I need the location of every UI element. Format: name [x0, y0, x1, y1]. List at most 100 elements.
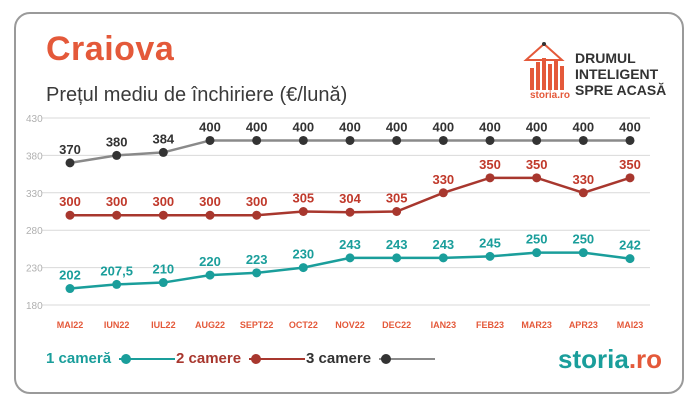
data-label: 400: [292, 119, 314, 134]
data-label: 245: [479, 235, 501, 250]
x-tick-label: IUN22: [104, 320, 130, 330]
data-label: 207,5: [100, 263, 133, 278]
chart-card: [14, 12, 684, 394]
data-label: 300: [246, 194, 268, 209]
chart-title: Craiova: [46, 30, 175, 68]
brand-tagline: DRUMUL INTELIGENT SPRE ACASĂ: [575, 50, 666, 98]
data-point: [158, 210, 168, 220]
data-point: [532, 248, 542, 258]
x-tick-label: MAI22: [57, 320, 84, 330]
y-tick-label: 330: [26, 189, 43, 200]
data-point: [252, 210, 262, 220]
data-label: 370: [59, 142, 81, 157]
x-tick-label: OCT22: [289, 320, 318, 330]
data-label: 210: [152, 262, 174, 277]
data-point: [298, 135, 308, 145]
data-label: 400: [432, 119, 454, 134]
data-label: 384: [152, 131, 174, 146]
data-point: [625, 173, 635, 183]
y-tick-label: 380: [26, 151, 43, 162]
data-label: 350: [619, 157, 641, 172]
data-label: 304: [339, 191, 361, 206]
x-tick-label: AUG22: [195, 320, 225, 330]
x-tick-label: SEPT22: [240, 320, 274, 330]
data-label: 242: [619, 238, 641, 253]
storia-footer-logo: storia.ro: [558, 344, 662, 375]
data-label: 223: [246, 252, 268, 267]
y-tick-label: 180: [26, 301, 43, 312]
data-point: [392, 135, 402, 145]
data-point: [298, 207, 308, 216]
data-label: 330: [572, 172, 594, 187]
data-label: 300: [152, 194, 174, 209]
chart-subtitle: Prețul mediu de închiriere (€/lună): [46, 84, 348, 106]
data-label: 230: [292, 247, 314, 262]
data-point: [345, 253, 355, 263]
legend-item-2-camere: 2 camere: [176, 350, 306, 367]
x-tick-label: MAI23: [617, 320, 644, 330]
brand-small-logo: storia.ro: [530, 90, 571, 101]
legend-label-2-camere: 2 camere: [176, 350, 242, 367]
data-point: [252, 268, 262, 278]
data-point: [578, 188, 588, 198]
data-point: [438, 188, 448, 198]
data-point: [578, 248, 588, 258]
data-label: 400: [339, 119, 361, 134]
y-tick-label: 280: [26, 226, 43, 237]
data-label: 202: [59, 268, 81, 283]
data-point: [65, 210, 75, 220]
data-point: [65, 158, 75, 168]
footer-logo-main: storia: [558, 344, 629, 374]
data-label: 300: [59, 194, 81, 209]
data-point: [112, 279, 122, 289]
data-label: 400: [526, 119, 548, 134]
data-label: 400: [619, 119, 641, 134]
data-point: [625, 135, 635, 145]
data-point: [392, 253, 402, 263]
data-label: 400: [199, 119, 221, 134]
x-tick-label: MAR23: [521, 320, 552, 330]
data-point: [532, 173, 542, 183]
data-label: 400: [479, 119, 501, 134]
footer-logo-ext: .ro: [628, 344, 663, 374]
data-point: [438, 253, 448, 263]
data-label: 305: [292, 191, 314, 206]
legend-label-3-camere: 3 camere: [306, 350, 372, 367]
legend-dot-icon: [381, 353, 392, 364]
data-point: [532, 135, 542, 145]
data-label: 350: [526, 157, 548, 172]
brand-tagline-line2: INTELIGENT: [575, 66, 659, 82]
data-point: [345, 135, 355, 145]
data-point: [65, 284, 75, 294]
legend-line-3-camere: [379, 353, 436, 364]
data-label: 330: [432, 172, 454, 187]
legend-item-1-camera: 1 cameră: [46, 350, 176, 367]
data-point: [625, 254, 635, 264]
data-label: 243: [339, 237, 361, 252]
y-tick-label: 230: [26, 264, 43, 275]
data-point: [158, 278, 168, 288]
data-label: 300: [199, 194, 221, 209]
data-label: 250: [572, 232, 594, 247]
data-point: [112, 150, 122, 160]
data-label: 380: [106, 134, 128, 149]
data-label: 350: [479, 157, 501, 172]
data-point: [112, 210, 122, 220]
data-point: [438, 135, 448, 145]
legend-label-1-camera: 1 cameră: [46, 350, 112, 367]
x-tick-label: DEC22: [382, 320, 411, 330]
data-point: [392, 207, 402, 216]
data-point: [485, 173, 495, 183]
legend-line-1-camera: [119, 353, 176, 364]
x-tick-label: IAN23: [431, 320, 457, 330]
data-point: [205, 210, 215, 220]
x-tick-label: FEB23: [476, 320, 504, 330]
data-point: [205, 135, 215, 145]
x-tick-label: APR23: [569, 320, 598, 330]
data-label: 305: [386, 191, 408, 206]
brand-tagline-line1: DRUMUL: [575, 50, 636, 66]
data-label: 243: [432, 237, 454, 252]
x-tick-label: IUL22: [151, 320, 176, 330]
data-label: 243: [386, 237, 408, 252]
